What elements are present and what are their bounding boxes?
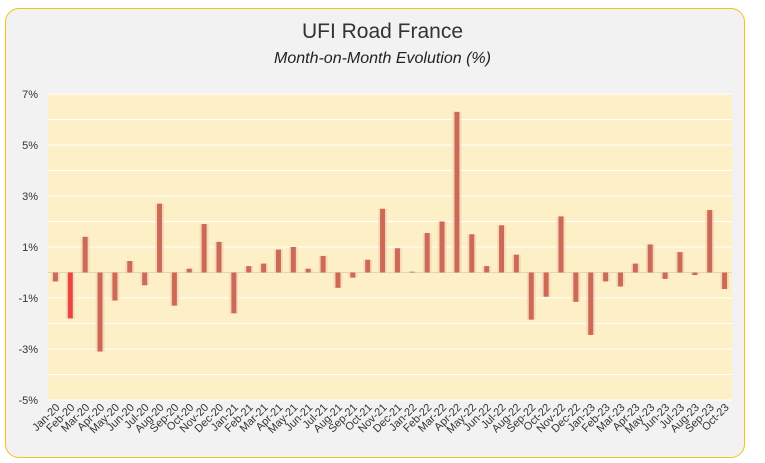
bar (484, 266, 490, 273)
bar (350, 272, 356, 278)
bar (320, 255, 326, 273)
bar (454, 111, 460, 273)
bar (662, 272, 668, 279)
bar (439, 221, 445, 273)
bar (722, 272, 728, 290)
bar (365, 259, 371, 273)
chart-subtitle: Month-on-Month Evolution (%) (274, 50, 491, 67)
bar (588, 272, 594, 335)
bar (112, 272, 118, 301)
bar (246, 266, 252, 273)
bar (127, 261, 133, 273)
bar (528, 272, 534, 320)
bar (52, 272, 58, 282)
bar (424, 232, 430, 273)
bar (231, 272, 237, 314)
y-tick-label: -5% (18, 395, 38, 407)
bar (632, 263, 638, 273)
bar (305, 268, 311, 273)
bar (469, 234, 475, 273)
bar (617, 272, 623, 287)
bar (647, 244, 653, 273)
bar (677, 252, 683, 273)
bar (335, 272, 341, 288)
bar (216, 241, 222, 273)
bar (290, 247, 296, 273)
bar (499, 225, 505, 273)
y-tick-label: 1% (22, 242, 38, 254)
bar (409, 271, 415, 273)
bar (543, 272, 549, 297)
bar (157, 203, 163, 273)
y-tick-label: -1% (18, 293, 38, 305)
bar (707, 210, 713, 273)
bar (67, 272, 73, 319)
bar (171, 272, 177, 306)
bar (692, 272, 698, 276)
y-tick-label: -3% (18, 344, 38, 356)
bar (603, 272, 609, 282)
bar (186, 268, 192, 273)
bar (142, 272, 148, 286)
bar (97, 272, 103, 352)
bar (558, 216, 564, 273)
bar (394, 248, 400, 273)
chart-title: UFI Road France (301, 20, 464, 43)
bar (261, 263, 267, 273)
y-tick-label: 7% (22, 89, 38, 101)
bar (513, 254, 519, 273)
y-tick-label: 3% (22, 191, 38, 203)
bar (275, 249, 281, 273)
bar (380, 208, 386, 273)
bar (573, 272, 579, 302)
bar (82, 236, 88, 273)
y-tick-label: 5% (22, 140, 38, 152)
bar (201, 224, 207, 273)
